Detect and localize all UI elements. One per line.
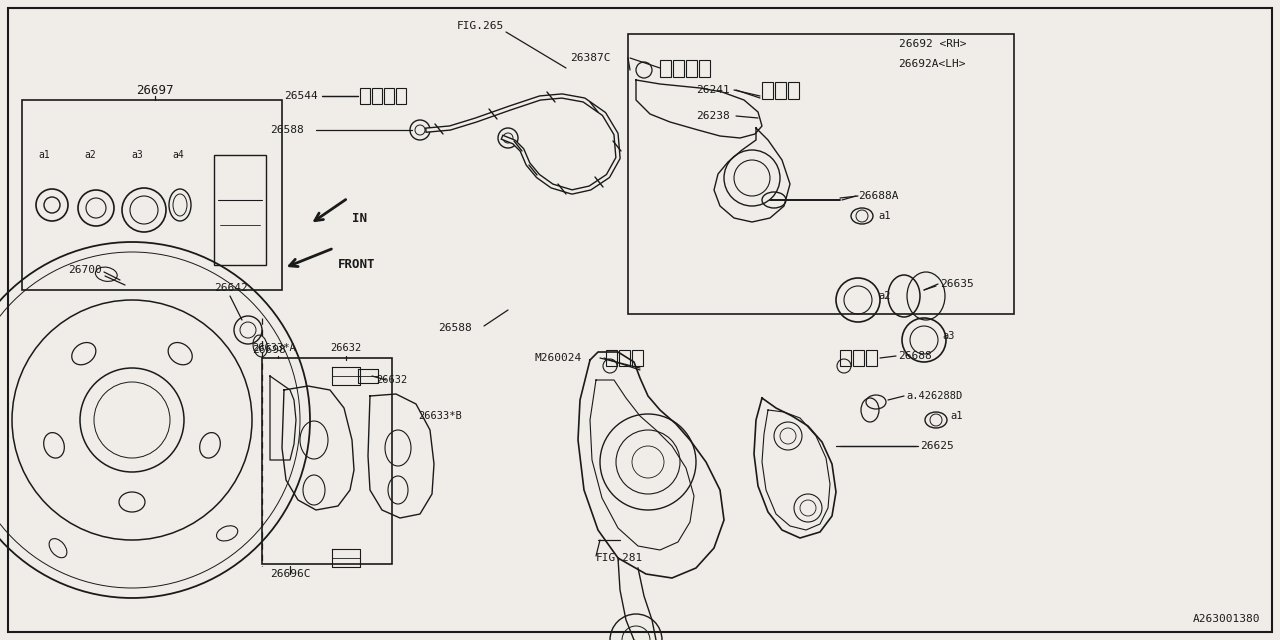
Bar xyxy=(384,88,394,104)
Text: 26544: 26544 xyxy=(284,91,317,101)
Text: FIG.265: FIG.265 xyxy=(457,21,503,31)
Bar xyxy=(788,82,799,99)
Text: a.426288D: a.426288D xyxy=(906,391,963,401)
Bar xyxy=(360,88,370,104)
Text: 26625: 26625 xyxy=(920,441,954,451)
Text: 26238: 26238 xyxy=(696,111,730,121)
Bar xyxy=(632,350,643,366)
Text: A263001380: A263001380 xyxy=(1193,614,1260,624)
Bar xyxy=(605,350,617,366)
Text: a2: a2 xyxy=(878,291,891,301)
Text: a3: a3 xyxy=(942,331,955,341)
Text: a4: a4 xyxy=(172,150,184,160)
Bar xyxy=(673,60,684,77)
Text: M260024: M260024 xyxy=(534,353,581,363)
Text: a3: a3 xyxy=(131,150,143,160)
Bar xyxy=(699,60,710,77)
Bar xyxy=(852,350,864,366)
Bar xyxy=(660,60,671,77)
Text: 26588: 26588 xyxy=(438,323,472,333)
Bar xyxy=(774,82,786,99)
Text: FRONT: FRONT xyxy=(338,257,375,271)
Text: 26698: 26698 xyxy=(252,345,285,355)
Text: 26692 <RH>: 26692 <RH> xyxy=(899,39,966,49)
Text: 26696C: 26696C xyxy=(270,569,310,579)
Bar xyxy=(628,34,1014,314)
Text: 26588: 26588 xyxy=(270,125,303,135)
Text: 26692A<LH>: 26692A<LH> xyxy=(899,59,966,69)
Bar xyxy=(867,350,877,366)
Bar xyxy=(686,60,698,77)
Text: 26633*A: 26633*A xyxy=(252,343,296,353)
Bar xyxy=(262,358,392,564)
Bar xyxy=(372,88,381,104)
Text: 26697: 26697 xyxy=(136,83,174,97)
Text: 26632: 26632 xyxy=(376,375,407,385)
Text: 26387C: 26387C xyxy=(570,53,611,63)
Bar xyxy=(620,350,630,366)
Text: 26632: 26632 xyxy=(330,343,361,353)
Text: 26635: 26635 xyxy=(940,279,974,289)
Text: 26688A: 26688A xyxy=(858,191,899,201)
Bar xyxy=(214,155,266,265)
Text: FIG.281: FIG.281 xyxy=(596,553,644,563)
Text: IN: IN xyxy=(352,211,367,225)
Text: a2: a2 xyxy=(84,150,96,160)
Bar xyxy=(396,88,406,104)
Text: 26688: 26688 xyxy=(899,351,932,361)
Text: 26633*B: 26633*B xyxy=(419,411,462,421)
Text: a1: a1 xyxy=(950,411,963,421)
Bar xyxy=(840,350,851,366)
Bar xyxy=(22,100,282,290)
Bar xyxy=(762,82,773,99)
Text: a1: a1 xyxy=(878,211,891,221)
Text: 26642: 26642 xyxy=(214,283,248,293)
Text: 26241: 26241 xyxy=(696,85,730,95)
Text: a1: a1 xyxy=(38,150,50,160)
Text: 26700: 26700 xyxy=(68,265,101,275)
